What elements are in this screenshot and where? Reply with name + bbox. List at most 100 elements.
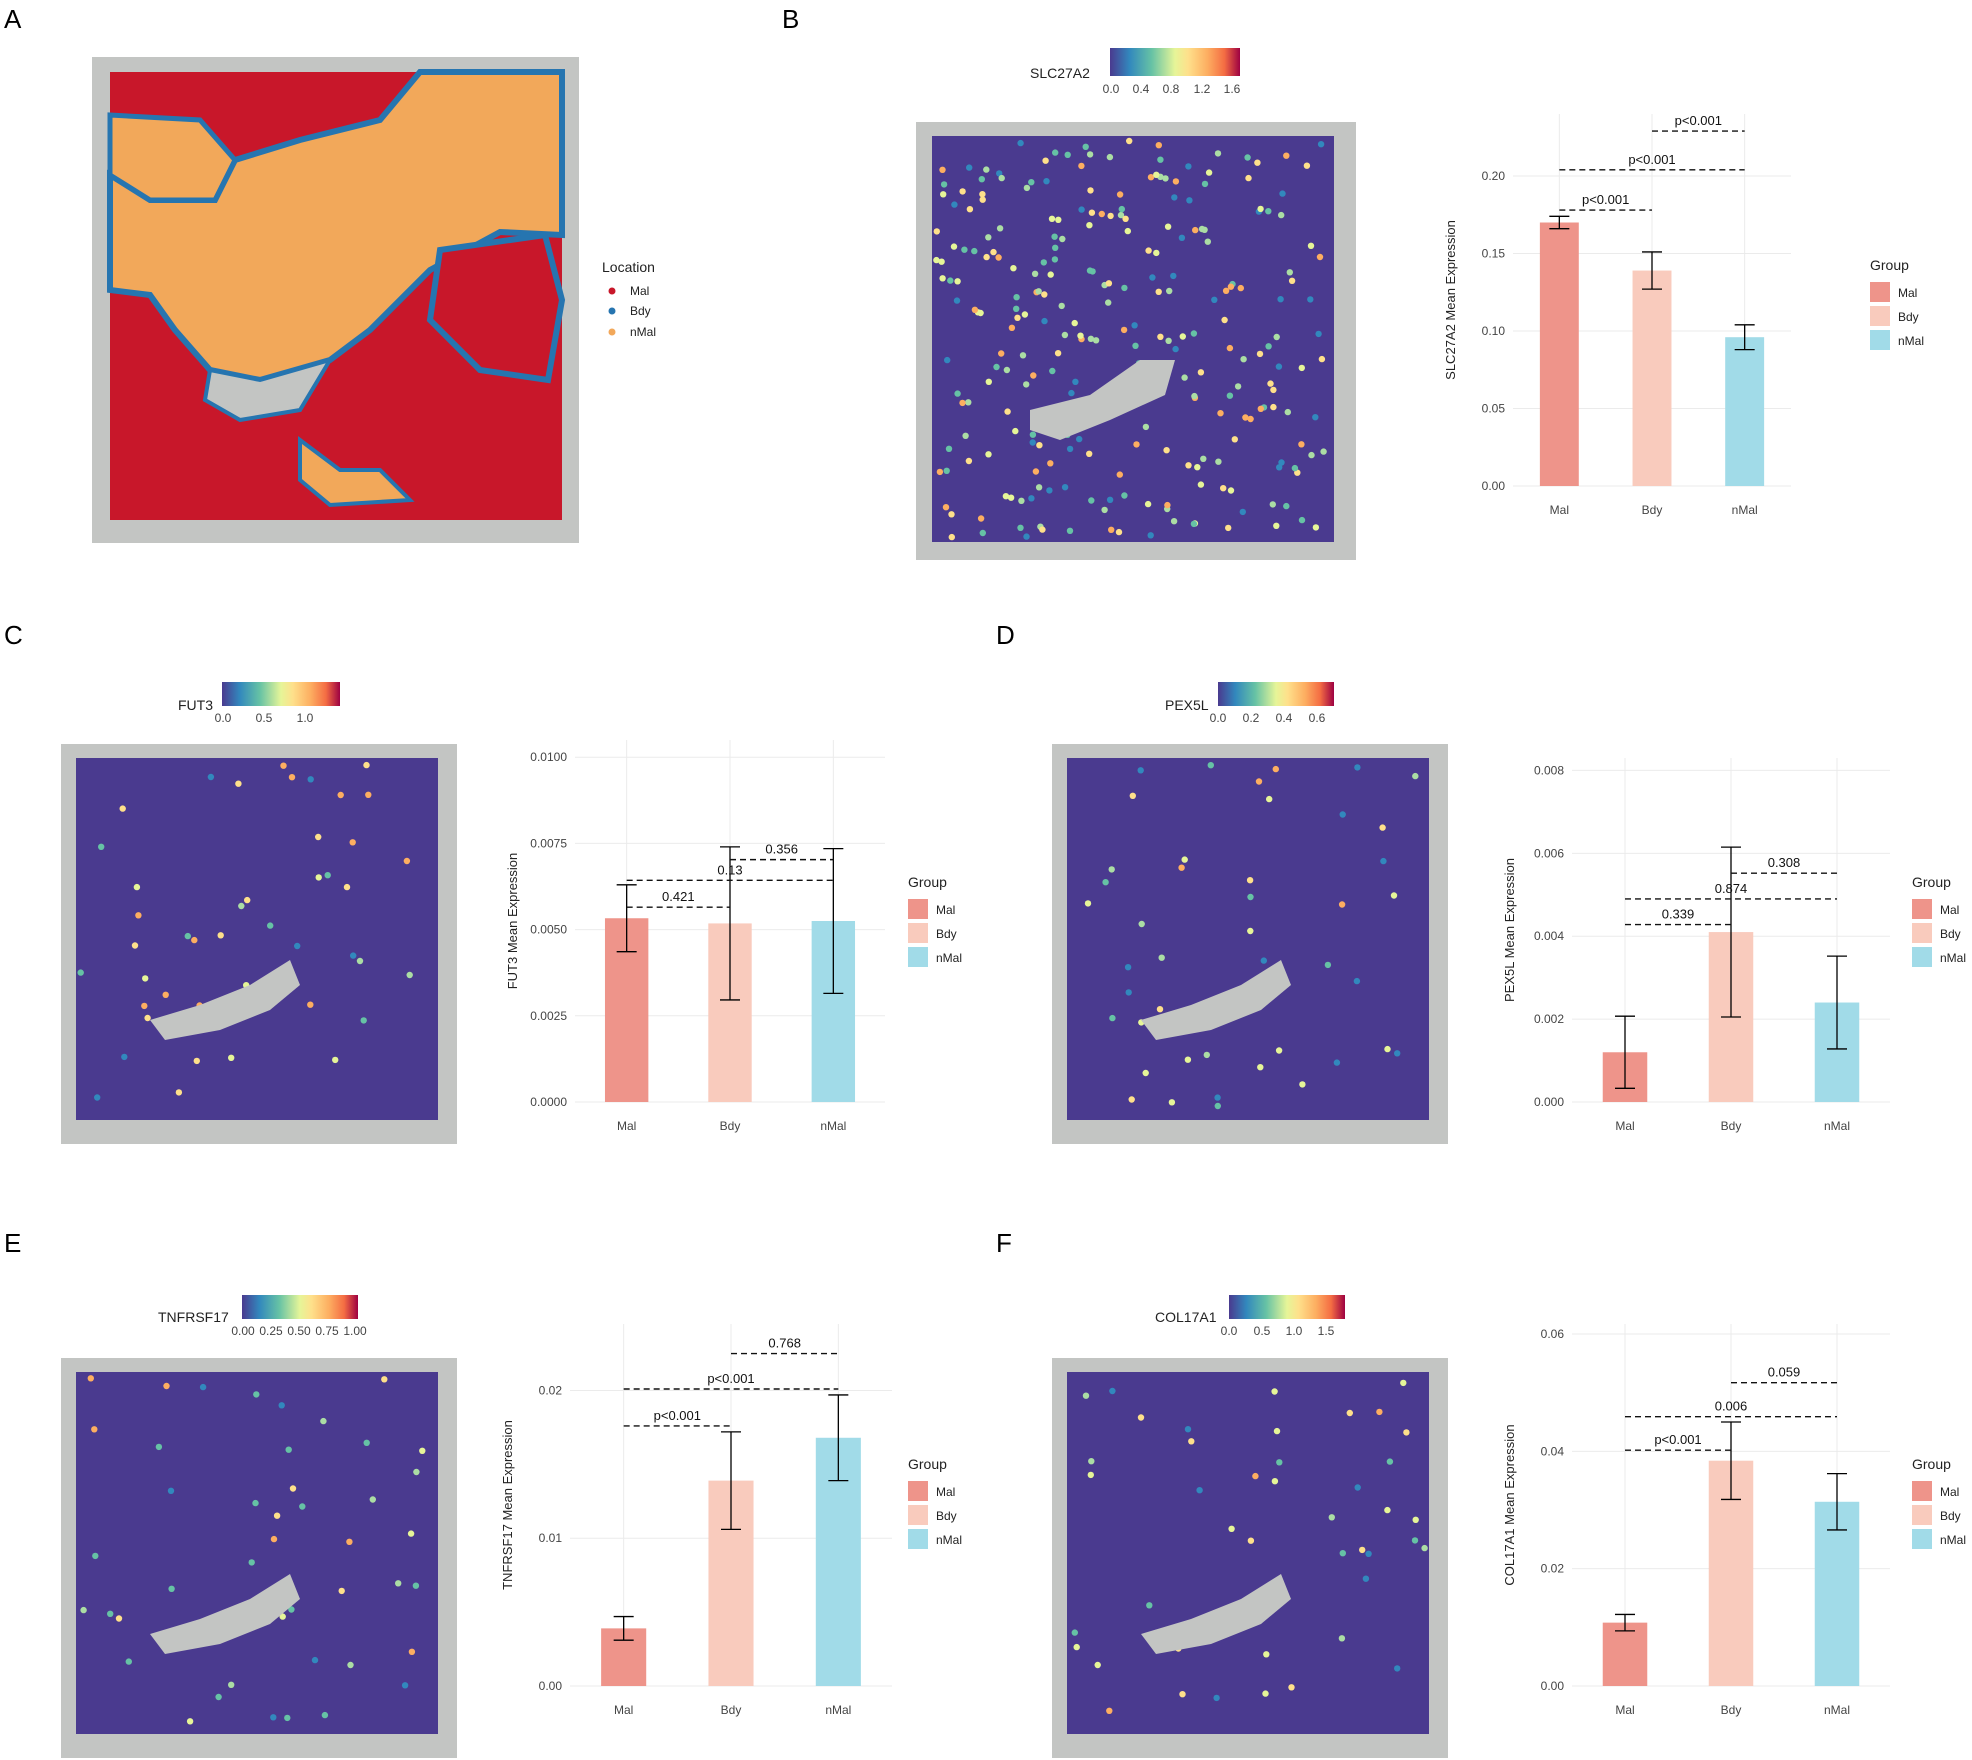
- expression-spot: [273, 1512, 281, 1519]
- tissue-hole: [150, 960, 300, 1040]
- expression-spot: [971, 306, 979, 313]
- expression-hotspots: [80, 1375, 426, 1725]
- expression-spot: [1291, 464, 1299, 472]
- expression-spot: [1106, 1707, 1113, 1715]
- expression-spot: [1279, 190, 1286, 197]
- panel-a-tissue-map: [92, 57, 579, 543]
- y-tick-label: 0.0075: [530, 836, 567, 850]
- expression-spot: [408, 1648, 416, 1656]
- expression-spot: [1041, 291, 1048, 298]
- expression-spot: [1247, 893, 1254, 901]
- x-tick-label: Mal: [614, 1703, 633, 1717]
- bar-bdy: [1632, 270, 1672, 486]
- expression-spot: [244, 896, 251, 904]
- expression-spot: [135, 912, 142, 919]
- expression-spot: [407, 1530, 415, 1537]
- expression-spot: [1190, 330, 1198, 337]
- expression-spot: [199, 1383, 207, 1391]
- y-axis-label: COL17A1 Mean Expression: [1502, 1424, 1517, 1585]
- expression-spot: [1191, 392, 1198, 400]
- legend-label-bdy: Bdy: [936, 927, 957, 941]
- expression-spot: [346, 1538, 353, 1546]
- expression-spot: [940, 181, 948, 188]
- expression-spot: [91, 1426, 98, 1433]
- expression-spot: [1386, 1458, 1394, 1465]
- expression-spot: [1196, 1487, 1203, 1494]
- expression-spot: [1157, 333, 1164, 340]
- expression-spot: [1186, 197, 1193, 204]
- expression-spot: [1022, 381, 1030, 388]
- expression-spot: [1157, 156, 1164, 163]
- colorbar-tick: 1.0: [1286, 1324, 1303, 1338]
- expression-spot: [1013, 305, 1020, 312]
- y-axis-label: SLC27A2 Mean Expression: [1443, 220, 1458, 380]
- y-tick-label: 0.0100: [530, 750, 567, 764]
- expression-spot: [1078, 206, 1085, 213]
- expression-spot: [1307, 296, 1314, 303]
- comparison-label: p<0.001: [1654, 1432, 1701, 1447]
- expression-spot: [280, 762, 287, 769]
- expression-spot: [1059, 235, 1066, 243]
- expression-spot: [1286, 269, 1294, 276]
- expression-spot: [1228, 1525, 1235, 1533]
- expression-spot: [238, 902, 245, 910]
- panel-f-spatial-map: [1052, 1358, 1448, 1758]
- expression-spot: [315, 874, 322, 881]
- expression-spot: [996, 170, 1003, 177]
- x-tick-label: Bdy: [1642, 503, 1663, 517]
- expression-spot: [951, 201, 958, 208]
- expression-spot: [1098, 210, 1106, 218]
- expression-spot: [945, 445, 953, 452]
- expression-spot: [1362, 1575, 1370, 1582]
- expression-spot: [938, 258, 945, 265]
- expression-spot: [337, 791, 344, 799]
- expression-spot: [1019, 352, 1027, 359]
- expression-spot: [1354, 764, 1361, 771]
- expression-spot: [1275, 363, 1283, 370]
- expression-spot: [1013, 294, 1020, 301]
- legend-swatch-bdy: [908, 1505, 928, 1525]
- comparison-label: p<0.001: [1582, 192, 1629, 207]
- expression-spot: [1109, 1387, 1116, 1395]
- panel-letter-b: B: [782, 4, 799, 34]
- expression-spot: [1061, 484, 1069, 491]
- expression-spot: [1394, 1050, 1401, 1057]
- expression-spot: [1168, 1099, 1176, 1106]
- expression-spot: [252, 1499, 259, 1507]
- expression-spot: [1066, 445, 1074, 453]
- region-mal-island: [426, 231, 566, 384]
- expression-spot: [299, 1503, 306, 1510]
- y-axis-label: FUT3 Mean Expression: [505, 853, 520, 990]
- expression-spot: [1338, 901, 1346, 908]
- legend-label-mal: Mal: [1940, 903, 1959, 917]
- expression-spot: [288, 774, 296, 781]
- panel-letter-e: E: [4, 1228, 21, 1258]
- expression-spot: [356, 957, 364, 965]
- colorbar-tick: 0.0: [215, 711, 232, 725]
- expression-spot: [248, 1559, 255, 1566]
- expression-spot: [1101, 506, 1108, 514]
- y-tick-label: 0.004: [1534, 929, 1564, 943]
- expression-spot: [942, 504, 950, 511]
- tissue-hole: [150, 1574, 300, 1654]
- colorbar-gradient: [222, 682, 340, 706]
- expression-spot: [278, 1402, 285, 1409]
- panel-b-spatial-map: [916, 122, 1356, 560]
- expression-spot: [1029, 431, 1037, 438]
- expression-spot: [1087, 187, 1094, 194]
- expression-spot: [1048, 215, 1056, 222]
- expression-spot: [1023, 184, 1031, 192]
- expression-spot: [1014, 314, 1021, 321]
- expression-spot: [1203, 1051, 1211, 1059]
- expression-spot: [1105, 299, 1112, 306]
- expression-spot: [288, 1606, 295, 1613]
- expression-spot: [347, 1661, 354, 1669]
- expression-spot: [1107, 212, 1114, 220]
- expression-spot: [1384, 1506, 1391, 1514]
- expression-spot: [1102, 879, 1109, 886]
- expression-spot: [1201, 180, 1209, 188]
- expression-spot: [1137, 1414, 1145, 1421]
- x-tick-label: Mal: [1615, 1119, 1634, 1133]
- expression-spot: [1129, 792, 1137, 799]
- expression-spot: [990, 248, 997, 256]
